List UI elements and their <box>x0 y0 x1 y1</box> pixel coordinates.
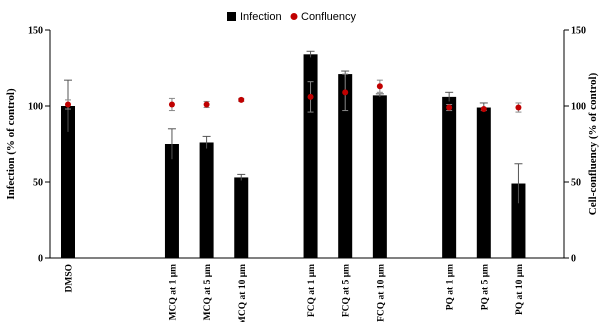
bar-infection <box>511 183 526 258</box>
x-tick-label: PQ at 5 μm <box>480 264 490 310</box>
x-tick-label: FCQ at 5 μm <box>342 264 352 317</box>
legend-label-infection: Infection <box>240 11 282 23</box>
point-confluency <box>515 104 522 111</box>
bar-infection <box>338 74 353 258</box>
y-tick-label-right: 0 <box>571 254 576 265</box>
y-axis-title-right: Cell-confluency (% of control) <box>587 72 599 215</box>
bar-infection <box>372 95 387 258</box>
y-tick-label-right: 150 <box>571 26 586 37</box>
legend: Infection Confluency <box>227 11 357 23</box>
y-tick-label-left: 150 <box>28 26 43 37</box>
y-tick-label-left: 0 <box>38 254 43 265</box>
bar-infection <box>476 107 491 259</box>
x-tick-label: DMSO <box>65 264 75 293</box>
x-tick-label: MCQ at 1 μm <box>168 264 178 320</box>
bar-infection <box>61 106 75 258</box>
y-tick-label-right: 50 <box>571 178 581 189</box>
x-tick-label: FCQ at 1 μm <box>307 264 317 317</box>
legend-marker-confluency <box>290 13 298 20</box>
y-axis-title-left: Infection (% of control) <box>5 88 17 200</box>
point-confluency <box>376 83 383 90</box>
point-confluency <box>480 106 487 113</box>
point-confluency <box>203 101 210 108</box>
y-tick-label-right: 100 <box>571 102 586 113</box>
legend-marker-infection <box>227 12 236 21</box>
point-confluency <box>307 93 314 100</box>
x-tick-label: MCQ at 5 μm <box>203 264 213 320</box>
y-tick-label-left: 100 <box>28 102 43 113</box>
bar-infection <box>303 54 318 258</box>
bar-infection <box>164 144 179 258</box>
point-confluency <box>65 101 71 108</box>
x-tick-label: MCQ at 10 μm <box>238 264 248 322</box>
point-confluency <box>446 104 453 111</box>
x-tick-label: PQ at 10 μm <box>515 264 525 315</box>
x-tick-label: FCQ at 10 μm <box>376 264 386 322</box>
bar-infection <box>234 177 249 258</box>
point-confluency <box>238 96 245 103</box>
y-tick-label-left: 50 <box>33 178 43 189</box>
bar-infection <box>442 96 457 258</box>
x-tick-label: PQ at 1 μm <box>446 264 456 310</box>
legend-label-confluency: Confluency <box>301 11 357 23</box>
point-confluency <box>342 89 349 96</box>
point-confluency <box>168 101 175 108</box>
bar-infection <box>199 142 214 258</box>
